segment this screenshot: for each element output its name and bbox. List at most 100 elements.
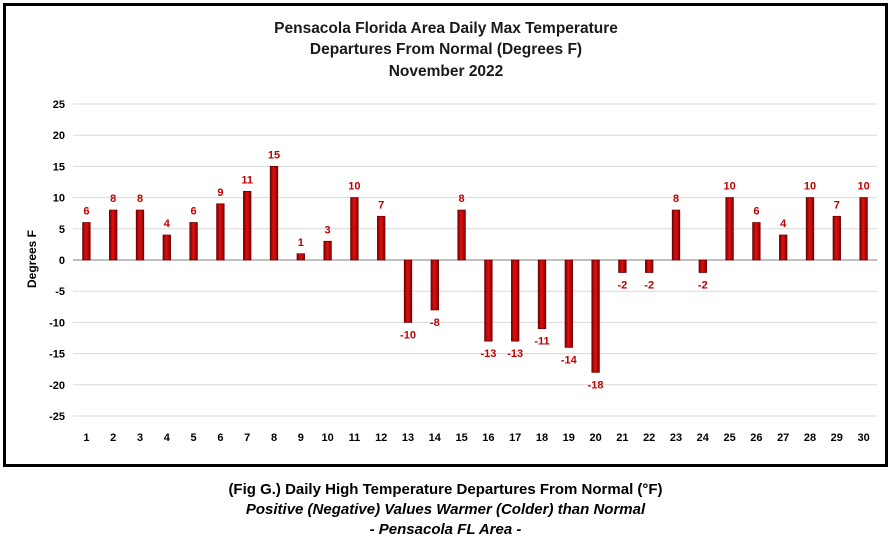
bar-day-6 (216, 203, 225, 261)
data-label-day-13: -10 (400, 329, 416, 341)
y-tick-label: 15 (53, 161, 65, 173)
x-tick-label: 16 (482, 432, 494, 444)
x-tick-label: 2 (110, 432, 116, 444)
x-tick-label: 12 (375, 432, 387, 444)
bar-day-5 (189, 222, 198, 261)
data-label-day-18: -11 (534, 336, 549, 348)
bar-day-29 (832, 215, 841, 261)
data-label-day-16: -13 (480, 348, 496, 360)
x-tick-label: 5 (191, 432, 197, 444)
gridlines (73, 103, 877, 417)
caption-line-3: - Pensacola FL Area - (369, 521, 522, 538)
x-tick-label: 3 (137, 432, 143, 444)
y-tick-label: -5 (55, 286, 65, 298)
data-label-day-4: 4 (164, 218, 171, 230)
x-tick-labels: 1 2 3 4 5 6 7 8 9 10 11 12 13 14 15 16 17 18 19 20 21 22 23 24 2… (83, 432, 869, 444)
x-tick-label: 24 (697, 432, 710, 444)
y-tick-label: -10 (49, 317, 65, 329)
bar-day-20 (591, 259, 600, 373)
data-label-day-17: -13 (507, 348, 523, 360)
x-tick-label: 17 (509, 432, 521, 444)
bar-day-11 (350, 197, 359, 261)
bar-day-27 (779, 234, 788, 261)
x-tick-label: 15 (455, 432, 467, 444)
data-label-day-11: 10 (348, 181, 360, 193)
data-label-day-29: 7 (834, 199, 840, 211)
data-label-day-6: 9 (217, 187, 223, 199)
data-label-day-25: 10 (723, 181, 735, 193)
bar-chart: Pensacola Florida Area Daily Max Tempera… (25, 20, 877, 444)
x-tick-label: 25 (723, 432, 735, 444)
bars (82, 165, 868, 373)
y-tick-label: 20 (53, 130, 65, 142)
y-tick-label: -15 (49, 349, 65, 361)
x-tick-label: 27 (777, 432, 789, 444)
y-tick-label: -25 (49, 411, 65, 423)
caption-line-2: Positive (Negative) Values Warmer (Colde… (245, 501, 646, 518)
data-label-day-3: 8 (137, 193, 143, 205)
x-tick-label: 4 (164, 432, 171, 444)
data-label-day-7: 11 (241, 174, 253, 186)
y-tick-label: 10 (53, 193, 65, 205)
bar-day-26 (752, 222, 761, 261)
x-tick-label: 28 (804, 432, 816, 444)
y-tick-label: 0 (59, 255, 65, 267)
bar-day-15 (457, 209, 466, 261)
bar-day-10 (323, 240, 332, 261)
x-tick-label: 6 (217, 432, 223, 444)
bar-day-13 (403, 259, 413, 323)
data-label-day-20: -18 (588, 379, 604, 391)
bar-day-4 (162, 234, 171, 261)
chart-title-line-1: Pensacola Florida Area Daily Max Tempera… (274, 20, 618, 37)
y-tick-labels: 25 20 15 10 5 0 -5 -10 -15 -20 -25 (49, 99, 65, 423)
y-tick-label: -20 (49, 380, 65, 392)
caption-line-1: (Fig G.) Daily High Temperature Departur… (228, 481, 663, 498)
data-label-day-24: -2 (698, 279, 708, 291)
data-label-day-27: 4 (780, 218, 787, 230)
data-label-day-23: 8 (673, 193, 679, 205)
bar-day-8 (269, 165, 279, 261)
chart-title-line-3: November 2022 (389, 63, 504, 80)
bar-day-12 (377, 215, 386, 261)
data-label-day-14: -8 (430, 317, 440, 329)
bar-day-24 (698, 259, 707, 273)
bar-day-3 (135, 209, 145, 261)
bar-day-23 (671, 209, 681, 261)
chart-title-line-2: Departures From Normal (Degrees F) (310, 41, 582, 58)
y-tick-label: 25 (53, 99, 65, 111)
data-label-day-12: 7 (378, 199, 384, 211)
bar-day-14 (430, 259, 439, 311)
x-tick-label: 20 (589, 432, 601, 444)
x-tick-label: 21 (616, 432, 628, 444)
data-label-day-15: 8 (459, 193, 465, 205)
data-label-day-30: 10 (857, 181, 869, 193)
chart-frame: Pensacola Florida Area Daily Max Tempera… (3, 3, 888, 467)
data-label-day-2: 8 (110, 193, 116, 205)
data-label-day-28: 10 (804, 181, 816, 193)
bar-day-18 (537, 259, 547, 330)
bar-day-16 (484, 259, 493, 342)
data-label-day-1: 6 (83, 206, 89, 218)
x-tick-label: 26 (750, 432, 762, 444)
x-tick-label: 13 (402, 432, 414, 444)
data-label-day-5: 6 (191, 206, 197, 218)
x-tick-label: 30 (857, 432, 869, 444)
x-tick-label: 19 (563, 432, 575, 444)
y-tick-label: 5 (59, 224, 65, 236)
data-label-day-22: -2 (644, 279, 654, 291)
bar-day-7 (243, 190, 252, 261)
x-tick-label: 23 (670, 432, 682, 444)
x-tick-label: 14 (429, 432, 442, 444)
bar-day-21 (618, 259, 627, 273)
bar-day-1 (82, 222, 91, 261)
x-tick-label: 10 (321, 432, 333, 444)
bar-day-30 (859, 197, 868, 261)
x-tick-label: 22 (643, 432, 655, 444)
x-tick-label: 9 (298, 432, 304, 444)
bar-day-28 (805, 197, 815, 261)
data-label-day-19: -14 (561, 354, 578, 366)
data-label-day-8: 15 (268, 149, 280, 161)
x-tick-label: 18 (536, 432, 548, 444)
data-label-day-9: 1 (298, 237, 304, 249)
